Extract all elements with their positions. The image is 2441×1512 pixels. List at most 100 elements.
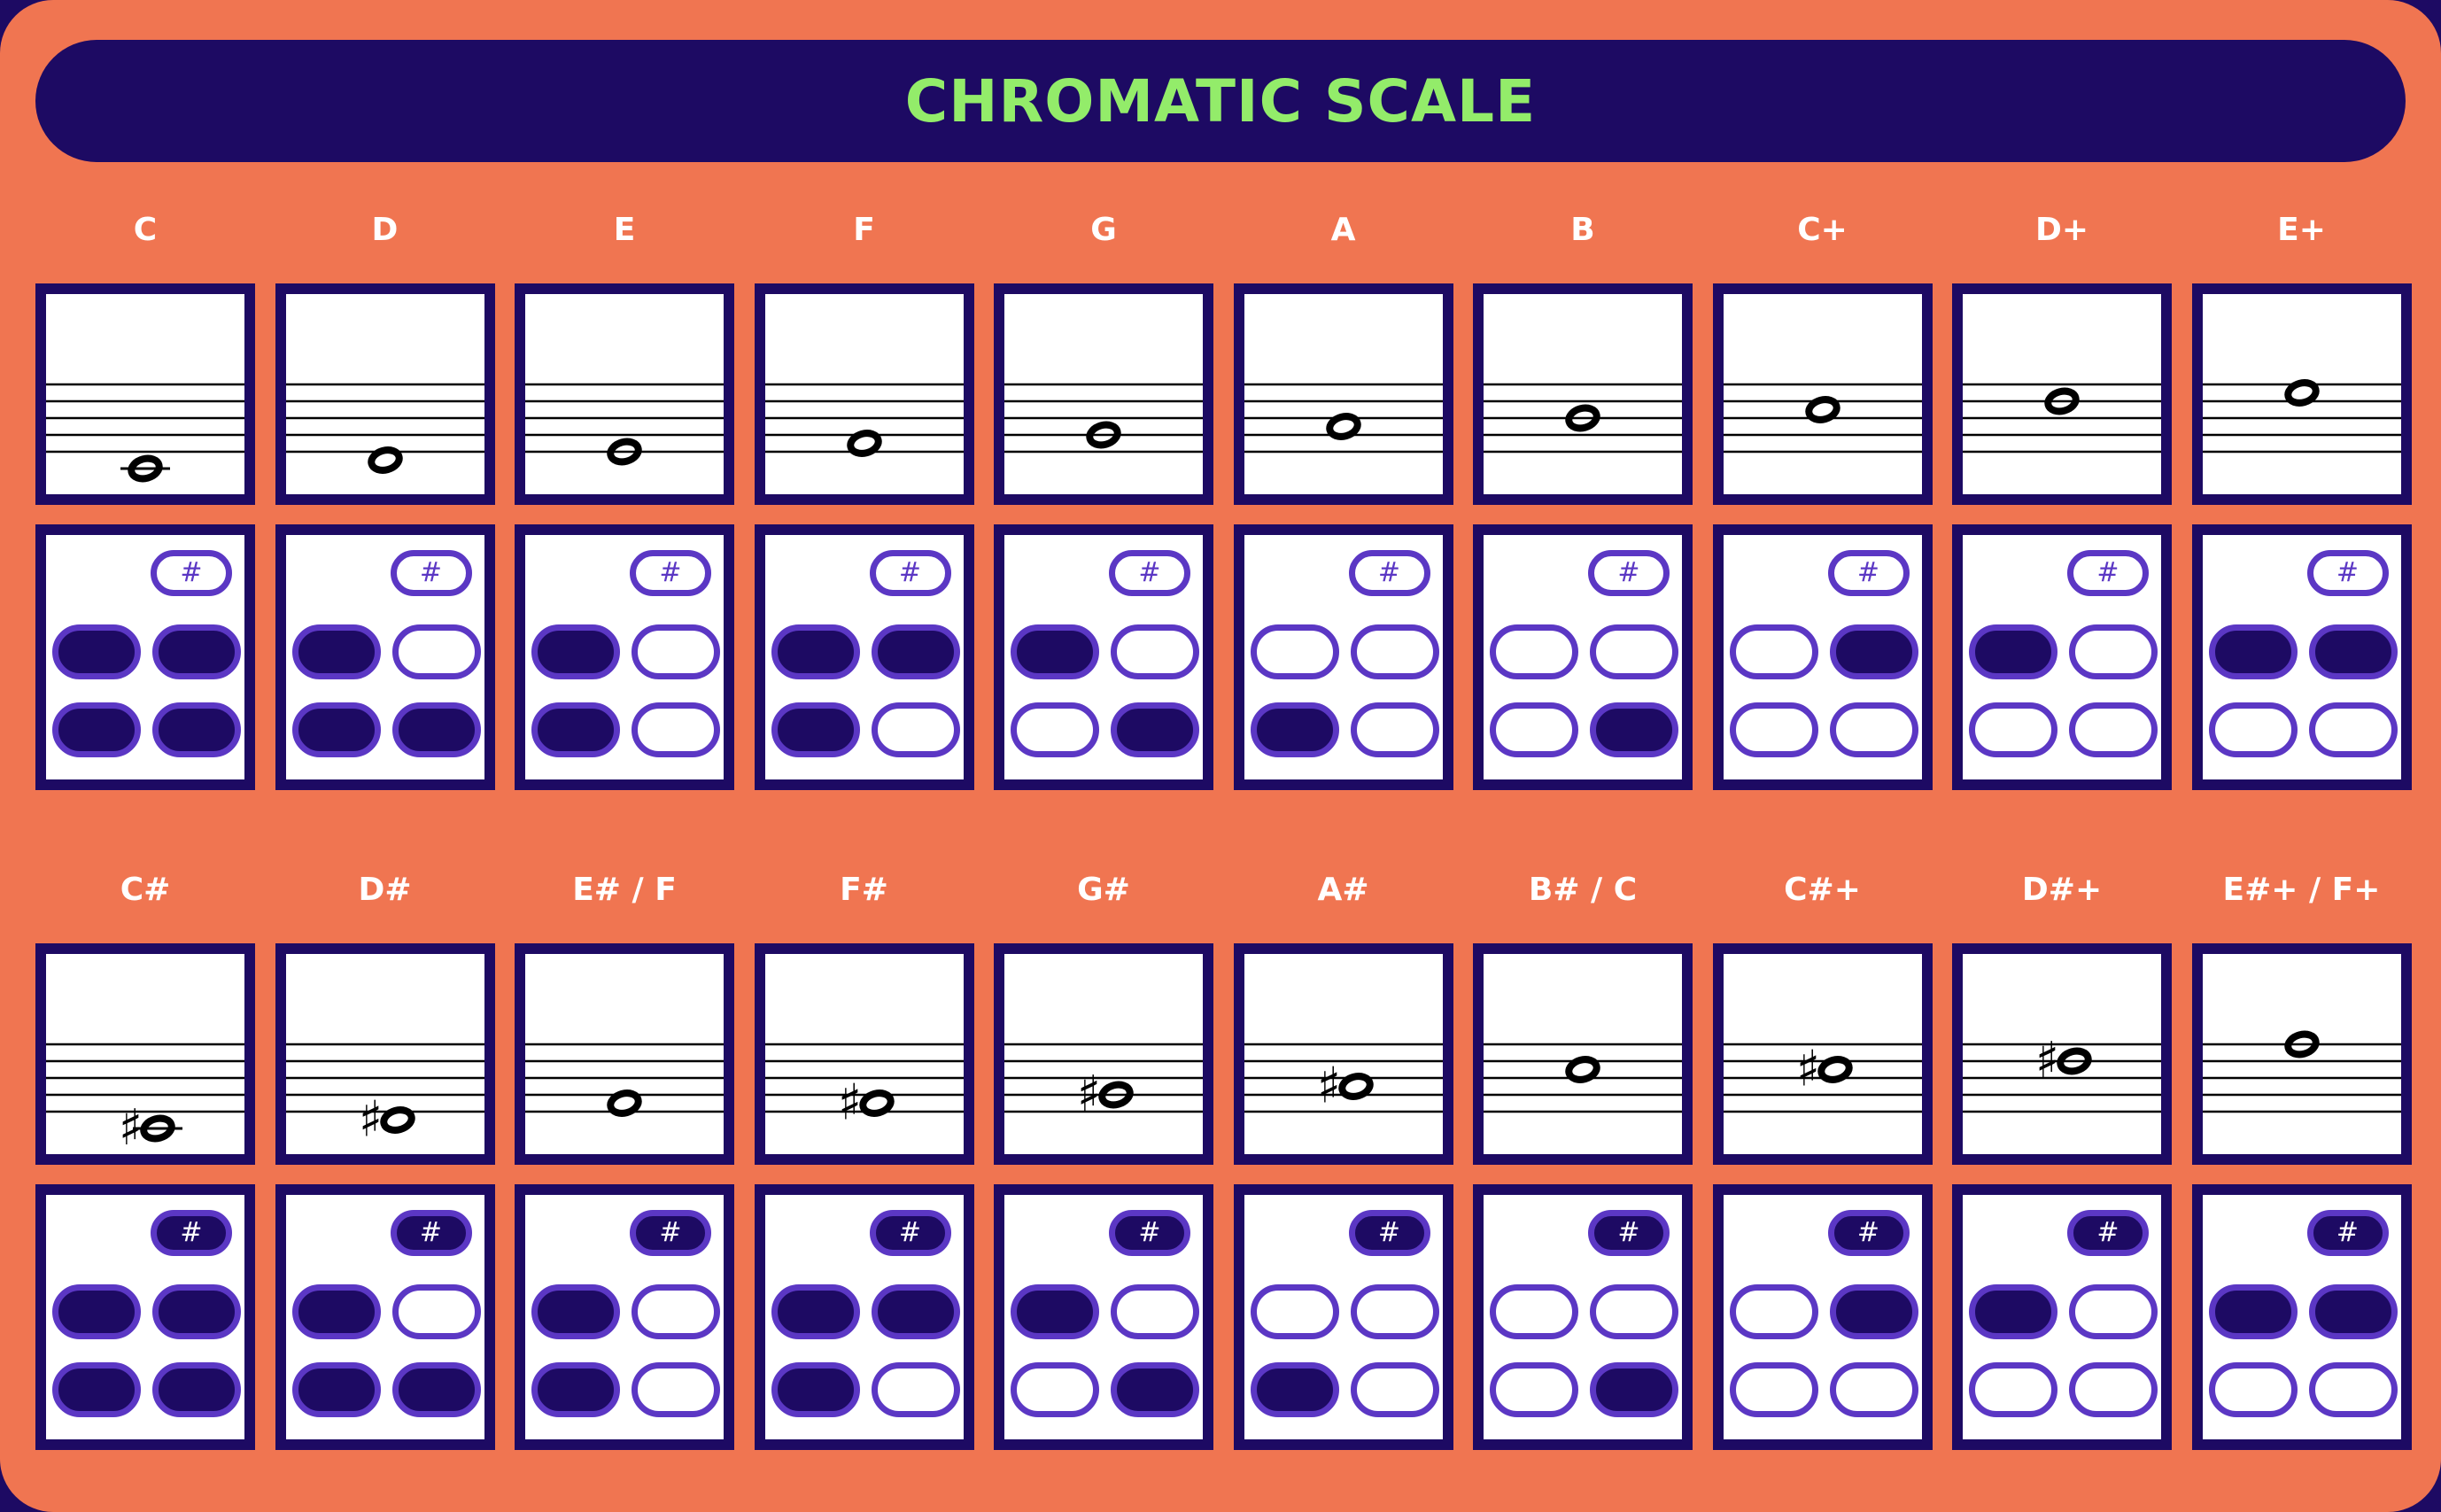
sharp-sign: ♯ [359,1091,383,1149]
whole-note [1565,1056,1600,1083]
key-hole-open [391,1284,481,1339]
note-label: D# [358,872,412,908]
note-label: D+ [2034,212,2089,248]
key-hole-open [632,624,720,679]
staff-notation [285,383,484,474]
staff-notation [2202,379,2401,454]
staff-notation [1244,383,1443,454]
staff-notation: ♯ [46,1043,244,1154]
sharp-key: # [390,1210,472,1256]
key-hole-covered [152,1362,241,1417]
whole-note [2283,1030,2320,1058]
key-hole-covered [871,1284,960,1339]
staff-box: ♯ [1952,943,2172,1165]
staff-notation [525,383,724,466]
key-hole-open [1011,702,1099,757]
note-label: E+ [2277,212,2326,248]
staff-notation: ♯ [1004,1043,1203,1123]
key-hole-covered [531,702,620,757]
staff-box: ♯ [1712,943,1933,1165]
whole-note [846,430,882,457]
key-hole-covered [391,1362,481,1417]
sharp-sign: ♯ [1077,1066,1101,1123]
key-hole-open [632,1362,720,1417]
key-hole-covered [1111,702,1199,757]
key-hole-open [2208,702,2298,757]
key-hole-covered [1969,1284,2057,1339]
staff-box: ♯ [275,943,495,1165]
key-hole-open [2069,1362,2158,1417]
sharp-key: # [151,1210,232,1256]
sharp-key: # [1348,550,1430,596]
whole-note [1565,404,1600,432]
key-hole-covered [1250,1362,1339,1417]
sharp-key: # [1348,1210,1430,1256]
staff-notation: ♯ [285,1043,484,1149]
fingering-chart: # [994,524,1213,790]
key-hole-open [2308,1362,2398,1417]
staff-box: ♯ [754,943,974,1165]
whole-note [1337,1073,1374,1100]
sharp-key: # [630,1210,711,1256]
note-label: G [1090,212,1117,248]
sharp-key: # [2306,550,2389,596]
key-hole-open [1729,624,1818,679]
key-hole-covered [531,1284,620,1339]
key-hole-covered [1011,1284,1099,1339]
staff-box: ♯ [994,943,1213,1165]
key-hole-open [1590,1284,1678,1339]
sharp-key: # [869,550,951,596]
whole-note [2283,379,2320,407]
note-label: E#+ / F+ [2222,872,2381,908]
key-hole-covered [2308,624,2398,679]
note-label: E [613,212,636,248]
key-hole-open [1829,702,1918,757]
fingering-chart: # [1712,1184,1933,1450]
key-hole-covered [1250,702,1339,757]
key-hole-covered [871,624,960,679]
staff-notation [1484,1043,1682,1113]
fingering-chart: # [1473,524,1693,790]
key-hole-covered [531,1362,620,1417]
key-hole-covered [1111,1362,1199,1417]
fingering-chart: # [275,1184,495,1450]
note-label: D [371,212,399,248]
key-hole-covered [771,1362,860,1417]
fingering-chart: # [515,524,734,790]
key-hole-open [1829,1362,1918,1417]
key-hole-open [632,1284,720,1339]
sharp-sign: ♯ [119,1099,143,1154]
key-hole-open [1111,1284,1199,1339]
key-hole-open [871,1362,960,1417]
key-hole-open [1590,624,1678,679]
staff-box [1952,283,2172,505]
whole-note [128,454,163,483]
note-label: A [1330,212,1356,248]
staff-box [515,943,734,1165]
sharp-key: # [869,1210,951,1256]
key-hole-open [1490,702,1578,757]
key-hole-open [2069,1284,2158,1339]
fingering-chart: # [2191,524,2412,790]
staff-box [994,283,1213,505]
fingering-chart: # [35,524,255,790]
sharp-sign: ♯ [1796,1041,1820,1098]
fingering-chart: # [1952,1184,2172,1450]
key-hole-open [1490,1284,1578,1339]
staff-box [1473,283,1693,505]
whole-note [858,1089,895,1117]
key-hole-covered [52,624,141,679]
sharp-key: # [1588,550,1670,596]
fingering-chart: # [754,1184,974,1450]
sharp-sign: ♯ [1317,1058,1341,1115]
fingering-chart: # [35,1184,255,1450]
fingering-chart: # [515,1184,734,1450]
whole-note [1086,421,1121,449]
key-hole-open [1111,624,1199,679]
staff-box [515,283,734,505]
whole-note [367,446,403,474]
sharp-key: # [1109,1210,1190,1256]
staff-notation [1484,383,1682,454]
note-label: F# [840,872,888,908]
